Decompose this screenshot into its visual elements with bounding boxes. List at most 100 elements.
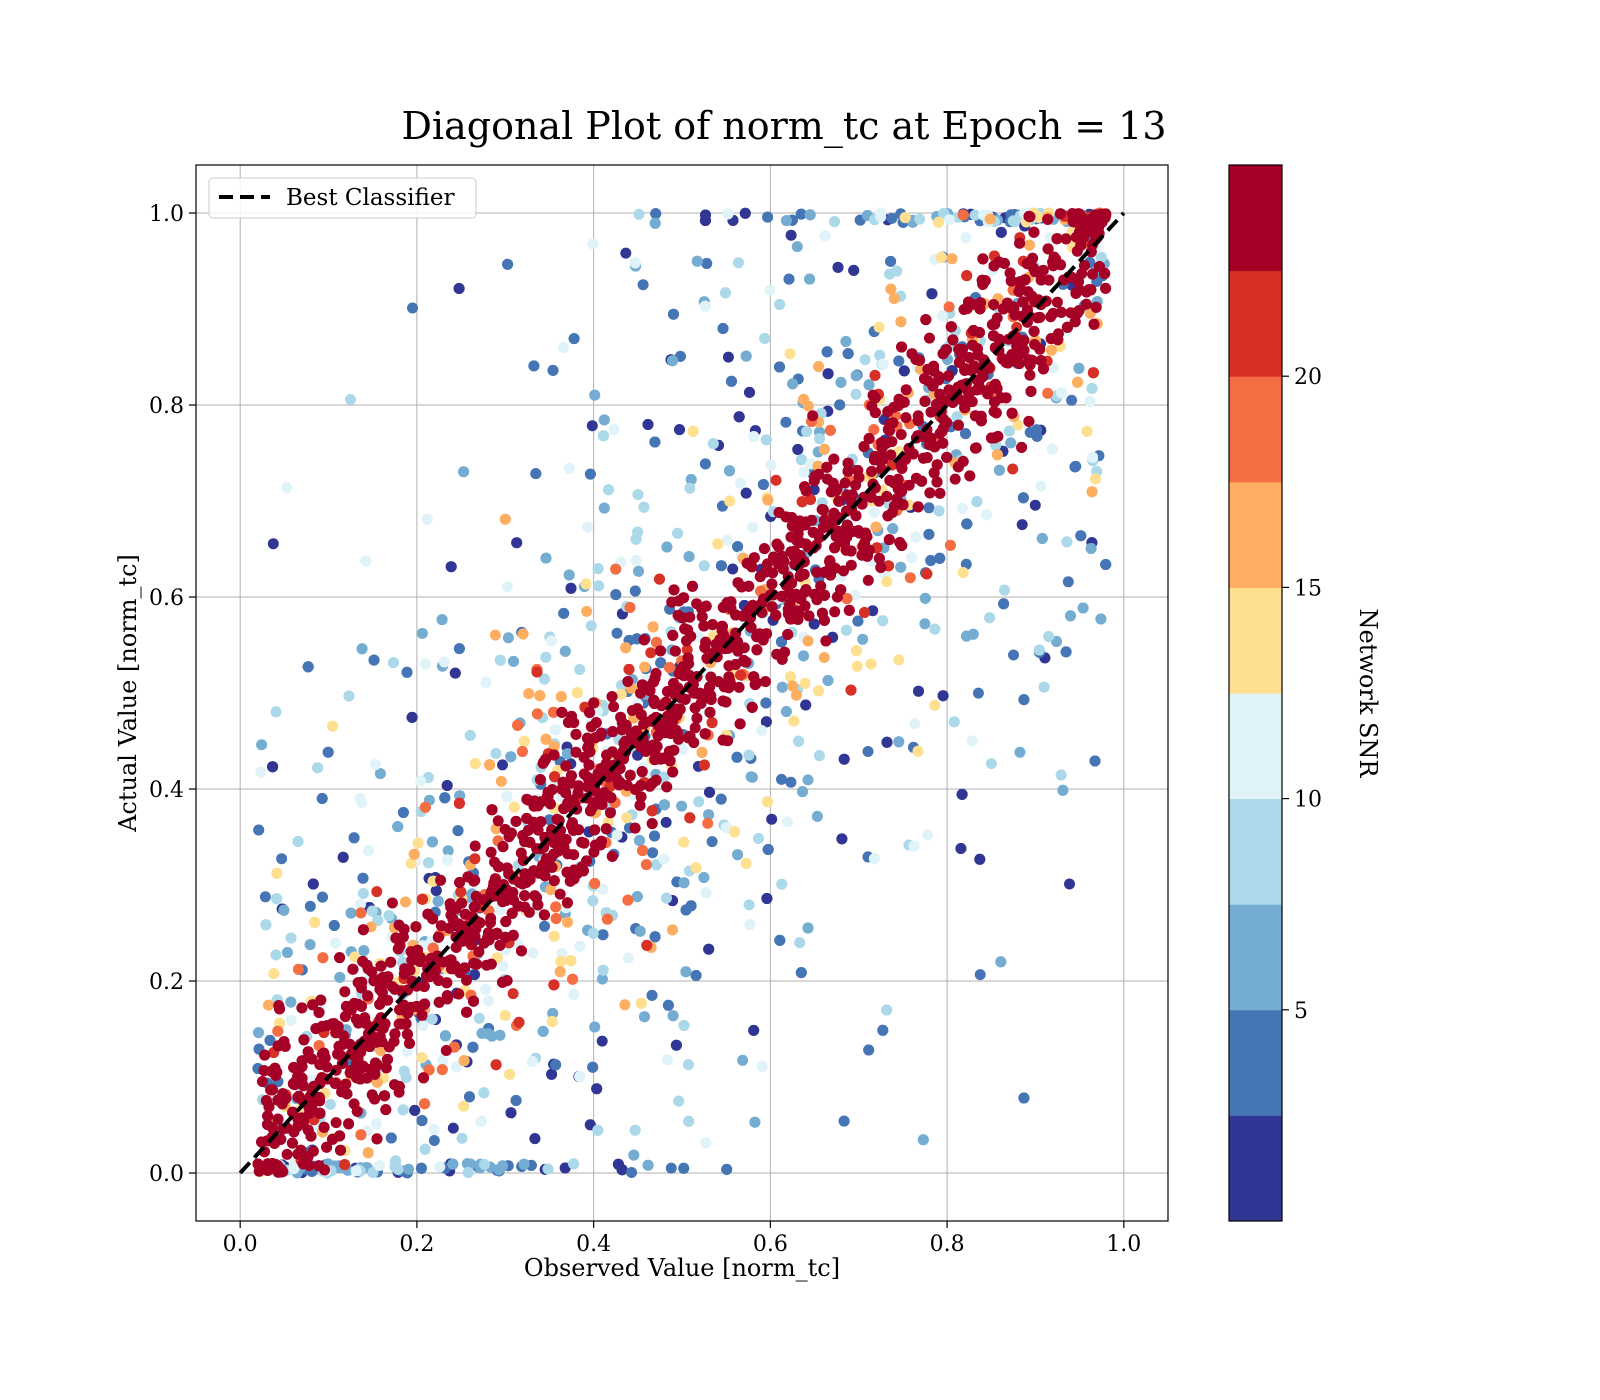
scatter-point: [850, 370, 862, 382]
scatter-point: [970, 442, 982, 454]
scatter-point: [865, 658, 877, 670]
scatter-point: [705, 694, 717, 705]
scatter-point: [382, 1053, 393, 1065]
scatter-point: [906, 348, 918, 360]
scatter-point: [731, 751, 743, 763]
scatter-point: [1051, 636, 1062, 647]
scatter-point: [776, 636, 787, 648]
scatter-point: [540, 651, 552, 663]
scatter-point: [785, 776, 797, 788]
scatter-point: [401, 1028, 413, 1040]
scatter-point: [912, 501, 924, 513]
scatter-point: [732, 541, 744, 553]
scatter-point: [832, 261, 844, 273]
scatter-point: [596, 1035, 608, 1047]
scatter-point: [797, 786, 808, 798]
scatter-point: [1043, 631, 1055, 642]
scatter-point: [528, 360, 540, 372]
scatter-point: [383, 910, 395, 922]
scatter-point: [635, 780, 647, 791]
scatter-point: [385, 1132, 397, 1144]
scatter-point: [501, 975, 513, 987]
scatter-point: [598, 502, 610, 514]
scatter-point: [624, 602, 636, 613]
scatter-point: [725, 596, 737, 608]
scatter-point: [1035, 355, 1047, 367]
scatter-point: [279, 1041, 291, 1052]
scatter-point: [380, 1104, 392, 1116]
scatter-point: [415, 775, 426, 787]
scatter-point: [934, 487, 946, 499]
scatter-point: [345, 907, 357, 919]
scatter-point: [917, 431, 929, 442]
scatter-point: [568, 989, 580, 1000]
scatter-point: [798, 650, 809, 662]
scatter-point: [703, 943, 715, 955]
scatter-point: [762, 796, 773, 808]
scatter-point: [812, 460, 824, 472]
scatter-point: [895, 482, 907, 494]
scatter-point: [943, 370, 954, 382]
scatter-point: [480, 676, 492, 688]
scatter-point: [400, 896, 411, 908]
scatter-point: [539, 920, 550, 932]
scatter-point: [957, 567, 969, 579]
scatter-point: [453, 283, 465, 294]
scatter-point: [688, 687, 700, 699]
scatter-point: [852, 615, 864, 627]
scatter-point: [668, 677, 680, 689]
scatter-point: [945, 321, 957, 333]
scatter-point: [502, 581, 513, 593]
scatter-point: [672, 703, 683, 715]
scatter-point: [790, 689, 802, 701]
scatter-point: [566, 710, 578, 722]
scatter-point: [456, 897, 468, 909]
scatter-point: [964, 470, 976, 482]
scatter-point: [1022, 286, 1034, 298]
scatter-point: [469, 900, 481, 912]
scatter-point: [633, 208, 645, 220]
scatter-point: [272, 1113, 284, 1125]
scatter-point: [401, 666, 413, 678]
scatter-point: [1085, 543, 1097, 554]
scatter-point: [445, 899, 457, 911]
scatter-point: [759, 676, 771, 688]
scatter-point: [587, 238, 599, 250]
scatter-point: [834, 399, 846, 411]
scatter-point: [574, 1071, 586, 1082]
scatter-point: [740, 487, 752, 499]
scatter-point: [934, 552, 946, 564]
scatter-point: [664, 718, 676, 730]
scatter-point: [479, 1158, 490, 1170]
scatter-point: [1061, 321, 1073, 333]
scatter-point: [409, 1104, 421, 1116]
scatter-point: [620, 247, 632, 259]
scatter-point: [677, 612, 688, 624]
scatter-point: [641, 939, 653, 951]
scatter-point: [635, 741, 647, 753]
scatter-point: [622, 894, 634, 906]
scatter-point: [418, 999, 430, 1010]
scatter-point: [919, 592, 931, 604]
scatter-point: [821, 346, 833, 358]
scatter-point: [906, 552, 918, 564]
scatter-point: [762, 211, 774, 223]
scatter-point: [811, 566, 823, 578]
scatter-point: [848, 264, 860, 276]
scatter-point: [1067, 215, 1079, 227]
scatter-point: [610, 563, 622, 575]
scatter-point: [549, 724, 561, 736]
scatter-point: [681, 644, 693, 656]
scatter-point: [419, 1098, 431, 1110]
scatter-point: [682, 1059, 694, 1071]
scatter-point: [937, 690, 949, 702]
scatter-point: [1090, 473, 1101, 485]
scatter-point: [423, 1064, 435, 1076]
scatter-point: [980, 509, 992, 521]
scatter-point: [545, 635, 557, 647]
scatter-point: [931, 398, 943, 410]
scatter-point: [1072, 376, 1083, 388]
scatter-point: [312, 762, 324, 774]
scatter-point: [396, 1018, 408, 1030]
scatter-point: [673, 1095, 685, 1107]
